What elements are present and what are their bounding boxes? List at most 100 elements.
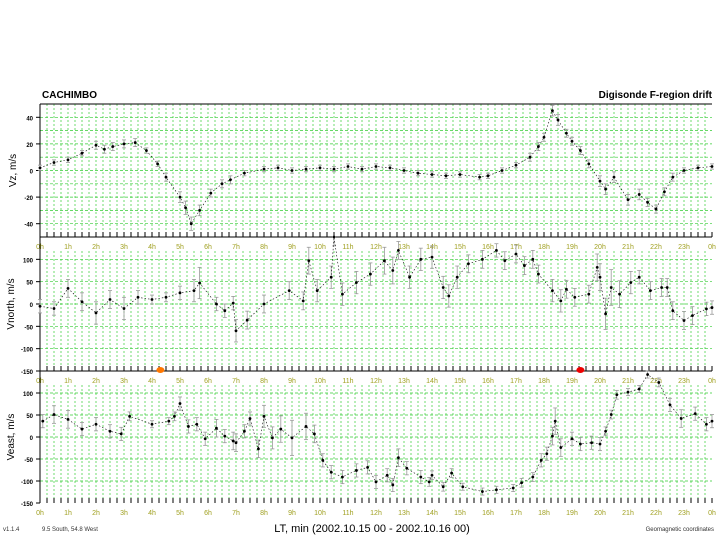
data-point: [318, 166, 322, 170]
x-tick-label: 14h: [426, 378, 438, 385]
data-point: [38, 166, 42, 170]
data-point: [595, 265, 599, 269]
data-point: [279, 427, 283, 431]
data-point: [41, 419, 45, 423]
series-line: [42, 374, 713, 492]
data-point: [243, 429, 246, 433]
data-point: [710, 165, 714, 168]
data-point: [215, 426, 218, 430]
series-line: [39, 236, 713, 332]
y-tick-label: 0: [30, 170, 34, 176]
x-tick-label: 11h: [342, 510, 353, 517]
y-tick-label: -150: [21, 502, 34, 508]
x-tick-label: 1h: [64, 378, 72, 385]
x-tick-label: 22h: [650, 378, 662, 385]
data-point: [355, 469, 358, 472]
data-point: [234, 441, 238, 445]
data-point: [366, 465, 369, 469]
data-point: [262, 167, 266, 171]
data-point: [705, 422, 708, 426]
data-point: [444, 174, 448, 178]
station-title: CACHIMBO: [42, 90, 97, 101]
data-point: [133, 141, 137, 144]
x-tick-label: 13h: [398, 510, 410, 517]
x-tick-label: 12h: [370, 378, 382, 385]
data-point: [111, 145, 115, 148]
data-point: [478, 175, 481, 179]
data-point: [626, 390, 630, 394]
data-point: [287, 289, 291, 292]
x-tick-label: 17h: [510, 510, 522, 517]
data-point: [355, 281, 358, 284]
data-point: [80, 300, 84, 304]
data-point: [495, 488, 498, 492]
x-tick-label: 7h: [232, 510, 240, 517]
data-point: [245, 318, 249, 322]
data-point: [660, 286, 663, 289]
x-tick-label: 10h: [314, 510, 326, 517]
data-point: [290, 169, 294, 172]
event-marker: [576, 367, 585, 373]
y-tick-label: 0: [30, 303, 34, 309]
x-tick-label: 22h: [650, 244, 662, 251]
data-point: [248, 417, 252, 420]
data-point: [164, 295, 168, 299]
data-point: [604, 312, 607, 316]
x-tick-label: 0h: [36, 510, 44, 517]
data-point: [271, 436, 274, 440]
data-point: [136, 295, 140, 299]
data-point: [682, 319, 686, 322]
x-tick-label: 3h: [120, 510, 128, 517]
y-tick-label: -50: [24, 325, 33, 331]
x-tick-label: 4h: [148, 510, 156, 517]
x-tick-label: 18h: [538, 510, 550, 517]
data-point: [66, 286, 70, 290]
data-point: [229, 178, 232, 182]
x-tick-label: 0h: [708, 378, 716, 385]
data-point: [710, 419, 714, 423]
data-point: [455, 275, 459, 279]
data-point: [646, 373, 649, 376]
data-point: [360, 167, 364, 171]
data-point: [313, 432, 316, 436]
data-point: [128, 414, 132, 418]
y-tick-label: -50: [24, 458, 33, 464]
y-tick-label: 40: [26, 116, 33, 122]
data-point: [52, 161, 56, 164]
event-marker: [156, 367, 165, 373]
data-point: [184, 206, 188, 210]
data-point: [66, 418, 70, 421]
x-tick-label: 12h: [370, 510, 382, 517]
data-point: [374, 165, 378, 168]
data-point: [539, 458, 543, 462]
data-point: [262, 302, 266, 306]
data-point: [209, 191, 213, 195]
data-point: [385, 473, 389, 477]
data-point: [388, 166, 392, 170]
data-point: [537, 272, 540, 276]
data-point: [122, 307, 126, 310]
panel-2: 100 50 0 -50 -100 -150 Veast, m/s: [6, 370, 714, 508]
data-point: [705, 307, 708, 311]
data-point: [276, 166, 280, 170]
data-point: [329, 275, 333, 279]
data-point: [332, 167, 336, 171]
data-point: [346, 165, 350, 168]
data-point: [103, 147, 106, 151]
data-point: [629, 281, 633, 284]
data-point: [383, 259, 386, 263]
data-point: [150, 422, 154, 426]
data-point: [447, 294, 451, 298]
data-point: [178, 402, 182, 405]
data-point: [565, 287, 568, 291]
data-point: [187, 425, 190, 428]
data-point: [178, 291, 182, 295]
data-point: [503, 259, 507, 263]
x-axis-label: LT, min (2002.10.15 00 - 2002.10.16 00): [274, 523, 470, 535]
data-point: [164, 175, 168, 179]
data-point: [195, 422, 199, 426]
data-point: [94, 311, 98, 315]
data-point: [441, 485, 445, 489]
x-tick-label: 6h: [204, 378, 212, 385]
